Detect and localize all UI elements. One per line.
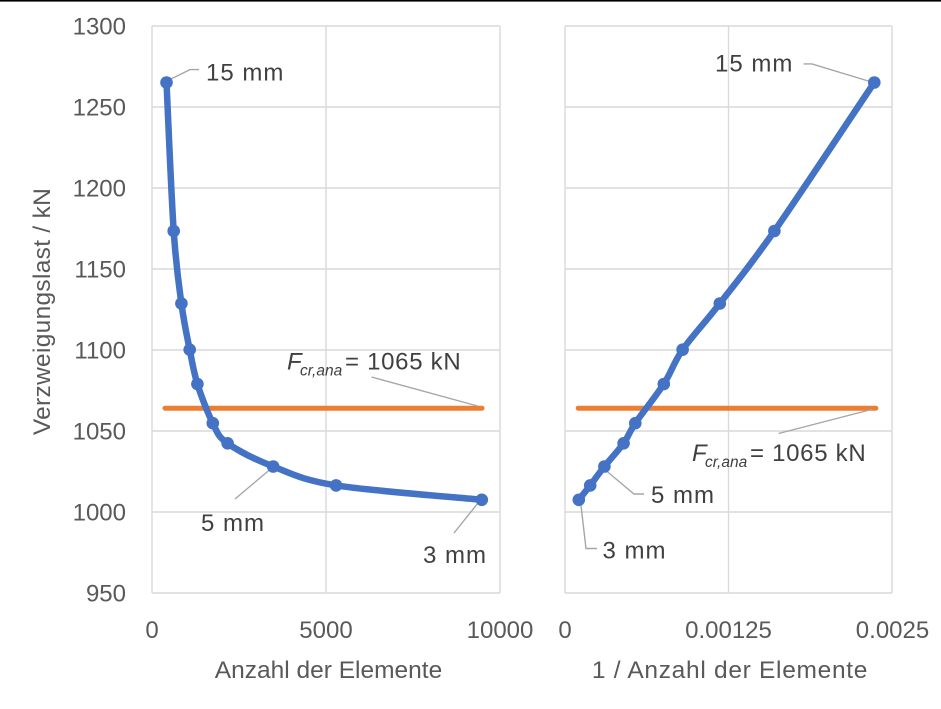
- svg-text:cr,ana: cr,ana: [300, 363, 343, 380]
- svg-text:10000: 10000: [467, 617, 534, 644]
- svg-text:1 / Anzahl der Elemente: 1 / Anzahl der Elemente: [592, 657, 868, 684]
- svg-text:0.0025: 0.0025: [856, 617, 929, 644]
- svg-text:0: 0: [145, 617, 158, 644]
- svg-text:1200: 1200: [73, 176, 126, 203]
- svg-text:1300: 1300: [73, 14, 126, 41]
- svg-text:cr,ana: cr,ana: [705, 454, 748, 471]
- svg-text:5 mm: 5 mm: [651, 482, 715, 509]
- svg-text:= 1065 kN: = 1065 kN: [345, 349, 461, 376]
- svg-text:0.00125: 0.00125: [685, 617, 772, 644]
- svg-text:Anzahl der Elemente: Anzahl der Elemente: [215, 657, 442, 684]
- svg-text:0: 0: [558, 617, 571, 644]
- svg-text:15 mm: 15 mm: [206, 60, 284, 87]
- svg-text:5000: 5000: [299, 617, 352, 644]
- svg-text:1050: 1050: [73, 419, 126, 446]
- svg-text:950: 950: [86, 581, 126, 608]
- svg-text:F: F: [287, 349, 303, 376]
- svg-text:F: F: [692, 440, 708, 467]
- svg-text:= 1065 kN: = 1065 kN: [750, 440, 866, 467]
- svg-text:1150: 1150: [74, 257, 126, 284]
- svg-text:3 mm: 3 mm: [603, 538, 667, 565]
- svg-text:5 mm: 5 mm: [201, 510, 265, 537]
- svg-text:1000: 1000: [73, 500, 126, 527]
- svg-text:1250: 1250: [73, 95, 126, 122]
- svg-text:3 mm: 3 mm: [423, 542, 487, 569]
- svg-text:1100: 1100: [74, 338, 126, 365]
- svg-text:15 mm: 15 mm: [715, 51, 793, 78]
- svg-text:Verzweigungslast / kN: Verzweigungslast / kN: [29, 188, 56, 435]
